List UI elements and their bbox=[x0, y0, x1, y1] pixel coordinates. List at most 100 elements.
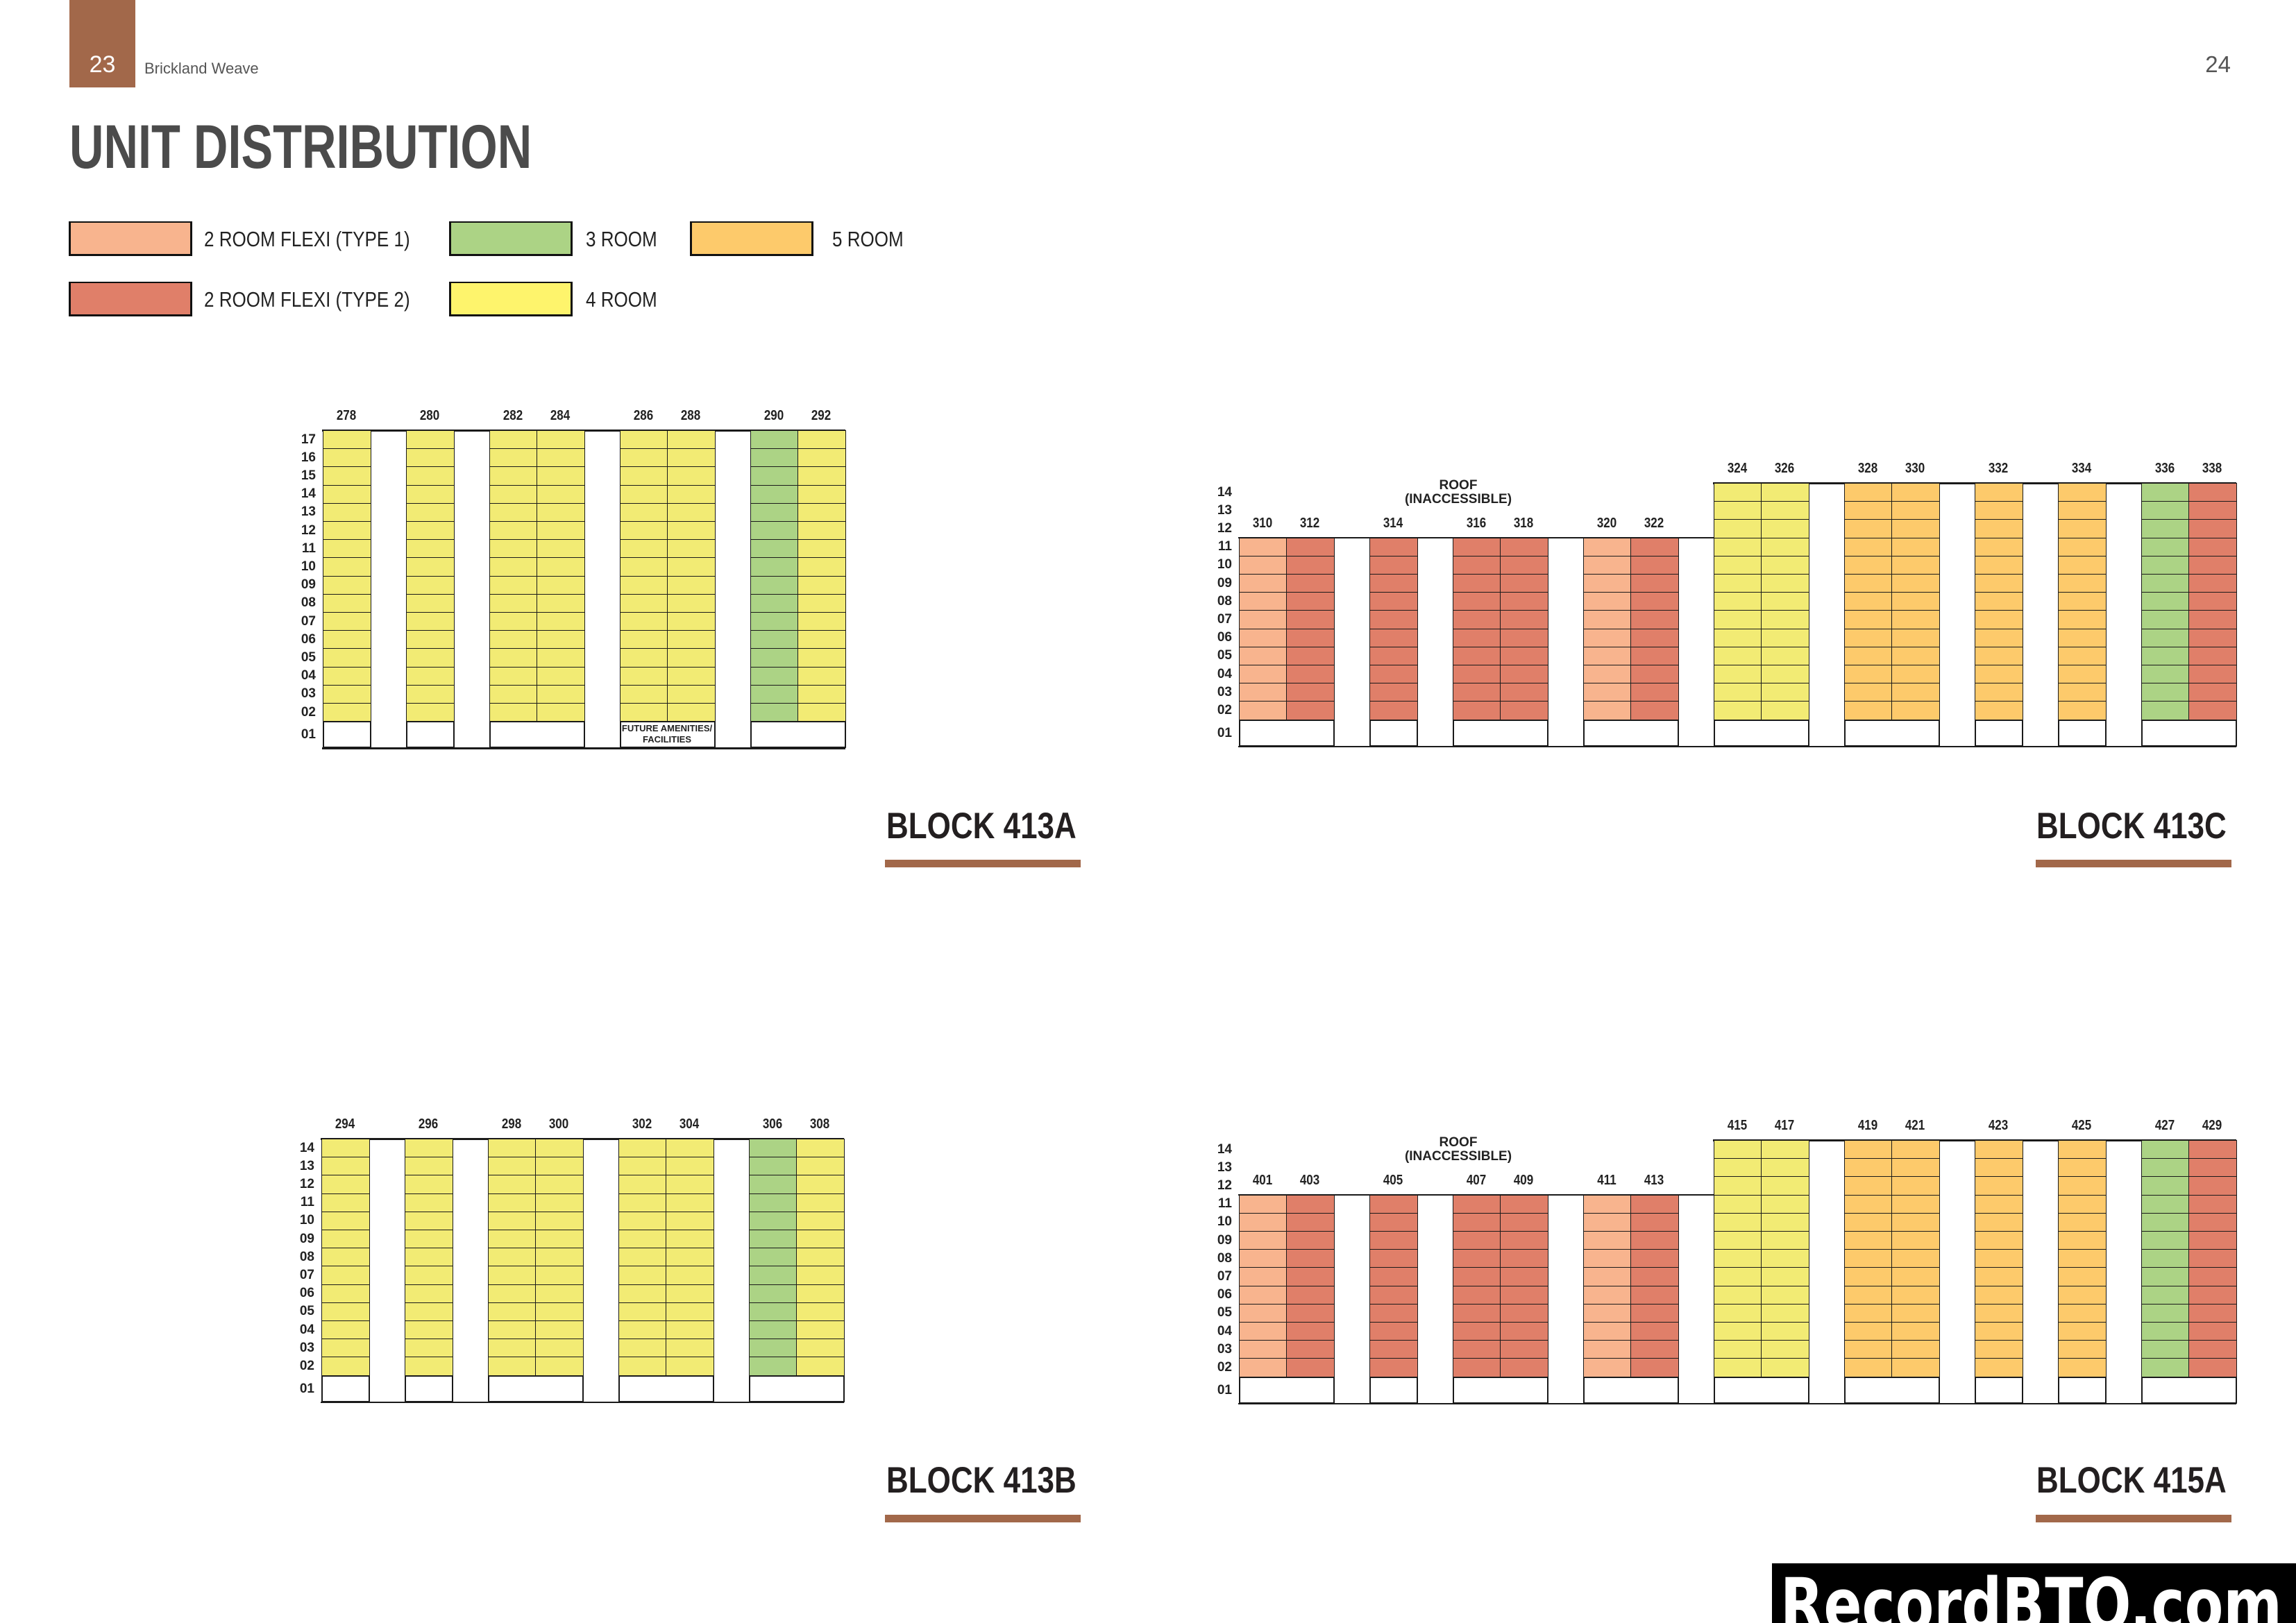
floor-label: 05 bbox=[299, 1304, 314, 1319]
unit-cell bbox=[1500, 1340, 1548, 1359]
floor-label: 09 bbox=[299, 1231, 314, 1246]
unit-cell bbox=[749, 1193, 797, 1213]
unit-cell bbox=[321, 1302, 370, 1322]
unit-cell bbox=[1844, 646, 1893, 666]
unit-cell bbox=[749, 1157, 797, 1176]
unit-cell bbox=[1714, 1303, 1762, 1323]
unit-cell bbox=[1500, 665, 1548, 684]
unit-cell bbox=[1844, 1140, 1893, 1159]
unit-cell bbox=[1761, 1176, 1809, 1196]
unit-cell bbox=[1369, 1285, 1418, 1305]
grid-top-edge bbox=[2104, 482, 2142, 484]
unit-cell bbox=[749, 1139, 797, 1158]
unit-cell bbox=[2141, 1303, 2190, 1323]
unit-cell bbox=[750, 684, 799, 704]
unit-cell bbox=[750, 484, 799, 504]
unit-cell bbox=[1891, 519, 1940, 539]
unit-cell bbox=[618, 1339, 667, 1358]
unit-cell bbox=[1844, 683, 1893, 702]
unit-number-label: 282 bbox=[503, 408, 523, 423]
project-name: Brickland Weave bbox=[144, 60, 259, 77]
unit-cell bbox=[488, 1320, 537, 1340]
unit-cell bbox=[1583, 1231, 1632, 1250]
unit-cell bbox=[2058, 1322, 2107, 1341]
unit-cell bbox=[1286, 1358, 1335, 1378]
unit-cell bbox=[1714, 701, 1762, 721]
unit-cell bbox=[666, 1175, 714, 1195]
unit-cell bbox=[1453, 701, 1501, 721]
unit-cell bbox=[1453, 1285, 1501, 1305]
unit-cell bbox=[797, 521, 846, 541]
unit-cell bbox=[1286, 1212, 1335, 1232]
unit-cell bbox=[667, 430, 716, 450]
unit-cell bbox=[1239, 701, 1288, 721]
unit-cell bbox=[406, 430, 455, 450]
unit-cell bbox=[620, 557, 668, 577]
unit-cell bbox=[1844, 1158, 1893, 1178]
unit-cell bbox=[1500, 628, 1548, 648]
unit-cell bbox=[620, 703, 668, 722]
grid-top-edge bbox=[1938, 482, 1975, 484]
unit-cell bbox=[667, 557, 716, 577]
unit-cell bbox=[1761, 519, 1809, 539]
unit-cell bbox=[1239, 665, 1288, 684]
unit-number-label: 280 bbox=[419, 408, 440, 423]
unit-number-label: 417 bbox=[1774, 1118, 1795, 1133]
unit-cell bbox=[2058, 610, 2107, 630]
unit-cell bbox=[2141, 1212, 2190, 1232]
unit-cell bbox=[618, 1139, 667, 1158]
unit-number-label: 300 bbox=[548, 1116, 569, 1132]
unit-cell bbox=[1975, 1322, 2023, 1341]
unit-cell bbox=[1975, 592, 2023, 611]
unit-cell bbox=[406, 448, 455, 468]
unit-cell bbox=[1286, 1303, 1335, 1323]
unit-cell bbox=[1583, 683, 1632, 702]
unit-cell bbox=[405, 1157, 453, 1176]
unit-cell bbox=[1975, 501, 2023, 520]
unit-cell bbox=[667, 666, 716, 686]
unit-cell bbox=[1891, 610, 1940, 630]
unit-cell bbox=[1891, 1358, 1940, 1378]
unit-cell bbox=[666, 1193, 714, 1213]
unit-cell bbox=[620, 484, 668, 504]
unit-cell bbox=[489, 484, 538, 504]
page-number-tab bbox=[69, 0, 135, 87]
unit-cell bbox=[620, 593, 668, 613]
floor-label: 09 bbox=[1217, 1232, 1232, 1248]
unit-cell bbox=[2058, 1212, 2107, 1232]
unit-cell bbox=[537, 612, 585, 631]
unit-cell bbox=[1975, 574, 2023, 593]
unit-cell bbox=[1500, 1358, 1548, 1378]
unit-cell bbox=[1630, 665, 1679, 684]
floor-label: 12 bbox=[1217, 1178, 1232, 1193]
unit-cell bbox=[1239, 1231, 1288, 1250]
unit-cell bbox=[405, 1230, 453, 1249]
block-title: BLOCK 413B bbox=[886, 1460, 1077, 1501]
unit-cell bbox=[2141, 592, 2190, 611]
unit-cell bbox=[2141, 501, 2190, 520]
unit-cell bbox=[1714, 1285, 1762, 1305]
unit-cell bbox=[797, 684, 846, 704]
unit-cell bbox=[620, 612, 668, 631]
unit-cell bbox=[1714, 683, 1762, 702]
unit-cell bbox=[488, 1302, 537, 1322]
unit-cell bbox=[1453, 1340, 1501, 1359]
unit-cell bbox=[2141, 1176, 2190, 1196]
unit-cell bbox=[1583, 537, 1632, 557]
unit-number-label: 326 bbox=[1774, 461, 1795, 476]
unit-cell bbox=[1239, 537, 1288, 557]
unit-cell bbox=[667, 630, 716, 649]
unit-cell bbox=[666, 1139, 714, 1158]
unit-cell bbox=[1891, 574, 1940, 593]
unit-cell bbox=[1239, 1267, 1288, 1287]
unit-cell bbox=[2188, 574, 2237, 593]
unit-cell bbox=[2188, 1322, 2237, 1341]
unit-cell bbox=[1453, 1194, 1501, 1214]
unit-cell bbox=[489, 448, 538, 468]
unit-cell bbox=[1286, 1249, 1335, 1268]
floor-label: 03 bbox=[1217, 1341, 1232, 1357]
unit-cell bbox=[1844, 1267, 1893, 1287]
unit-cell bbox=[2188, 665, 2237, 684]
unit-cell bbox=[406, 502, 455, 522]
unit-cell bbox=[1891, 628, 1940, 648]
